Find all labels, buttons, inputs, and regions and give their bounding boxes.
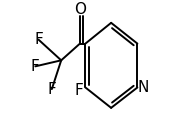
Text: F: F (47, 82, 56, 97)
Text: F: F (34, 32, 43, 47)
Text: F: F (74, 83, 83, 98)
Text: F: F (31, 59, 40, 74)
Text: N: N (138, 80, 149, 95)
Text: O: O (74, 2, 86, 17)
